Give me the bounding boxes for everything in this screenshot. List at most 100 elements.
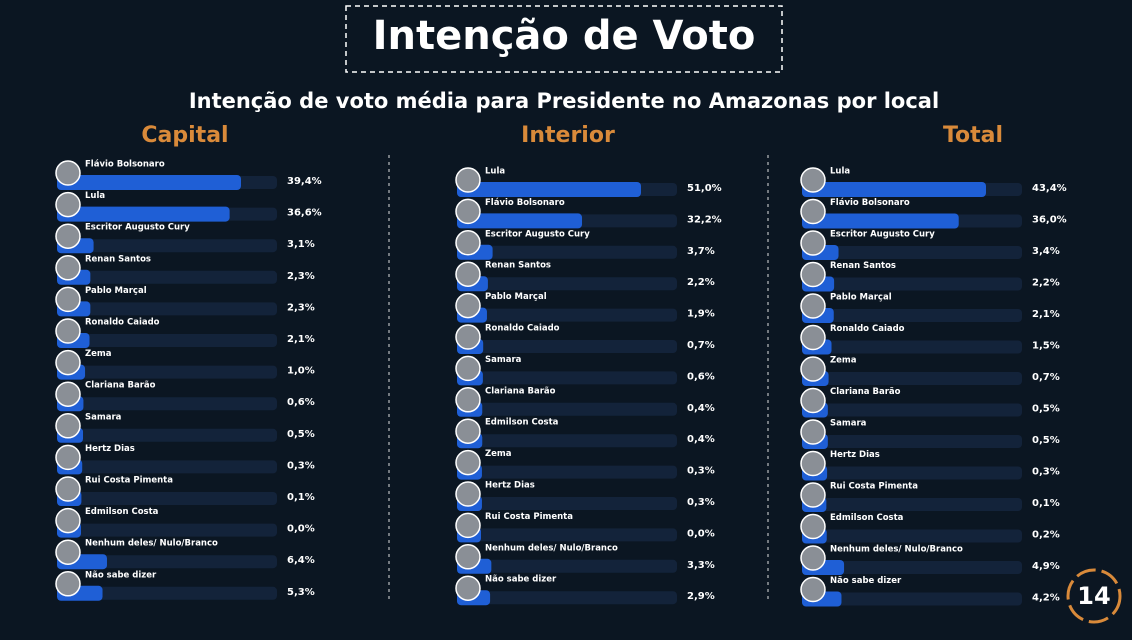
- bar-track: [57, 555, 277, 569]
- bar-track: [457, 308, 677, 322]
- avatar: [55, 160, 81, 186]
- bar-track: [57, 334, 277, 347]
- value-label: 2,1%: [287, 334, 315, 345]
- bar-track: [802, 561, 1022, 574]
- value-label: 3,3%: [687, 560, 715, 571]
- candidate-name: Samara: [85, 412, 122, 422]
- value-label: 39,4%: [287, 176, 322, 187]
- title-box: [345, 5, 783, 73]
- candidate-name: Rui Costa Pimenta: [485, 512, 573, 522]
- avatar: [55, 349, 81, 376]
- bar-track: [457, 528, 677, 542]
- candidate-name: Não sabe dizer: [830, 576, 902, 586]
- avatar: [455, 544, 481, 570]
- candidate-name: Zema: [85, 349, 112, 359]
- value-label: 5,3%: [287, 587, 315, 598]
- candidate-name: Clariana Barão: [830, 387, 901, 397]
- candidate-name: Escritor Augusto Cury: [830, 230, 935, 240]
- candidate-name: Clariana Barão: [485, 386, 556, 396]
- value-label: 1,0%: [287, 366, 315, 377]
- value-label: 3,1%: [287, 239, 315, 250]
- value-label: 51,0%: [687, 183, 722, 194]
- avatar: [455, 324, 481, 350]
- bar-track: [57, 492, 277, 505]
- avatar: [455, 167, 481, 193]
- bar: [57, 175, 241, 190]
- avatar: [55, 476, 81, 502]
- bar-track: [457, 277, 677, 291]
- value-label: 0,3%: [287, 460, 315, 471]
- value-label: 0,7%: [687, 340, 715, 351]
- candidate-name: Escritor Augusto Cury: [85, 223, 190, 233]
- value-label: 3,7%: [687, 246, 715, 257]
- panel-title: Interior: [521, 123, 615, 148]
- value-label: 32,2%: [687, 214, 722, 225]
- avatar: [800, 230, 826, 256]
- candidate-name: Renan Santos: [485, 261, 551, 271]
- value-label: 0,5%: [1032, 404, 1060, 415]
- bar-track: [457, 434, 677, 448]
- candidate-name: Hertz Dias: [85, 444, 135, 454]
- avatar: [455, 198, 481, 225]
- bar-track: [457, 591, 677, 605]
- bar-track: [802, 309, 1022, 322]
- value-label: 0,3%: [687, 466, 715, 477]
- bar-track: [57, 365, 277, 379]
- candidate-name: Pablo Marçal: [830, 293, 892, 303]
- candidate-name: Flávio Bolsonaro: [485, 198, 565, 208]
- bar-track: [802, 498, 1022, 511]
- value-label: 4,9%: [1032, 561, 1060, 572]
- value-label: 0,6%: [687, 371, 715, 382]
- candidate-name: Lula: [830, 167, 850, 177]
- candidate-name: Não sabe dizer: [485, 575, 557, 585]
- avatar: [455, 575, 481, 601]
- avatar: [55, 444, 81, 471]
- bar-track: [57, 239, 277, 253]
- candidate-name: Ronaldo Caiado: [830, 324, 905, 334]
- avatar: [455, 261, 481, 287]
- bar-track: [57, 586, 277, 600]
- avatar: [55, 571, 81, 597]
- candidate-name: Ronaldo Caiado: [485, 324, 560, 334]
- value-label: 2,2%: [1032, 278, 1060, 289]
- value-label: 2,2%: [687, 277, 715, 288]
- panel-title: Total: [943, 123, 1003, 148]
- bar-track: [57, 302, 277, 316]
- candidate-name: Escritor Augusto Cury: [485, 229, 590, 239]
- bar: [57, 206, 230, 222]
- avatar: [800, 387, 826, 414]
- avatar: [800, 293, 826, 319]
- bar-track: [457, 371, 677, 385]
- value-label: 0,7%: [1032, 372, 1060, 383]
- candidate-name: Hertz Dias: [485, 481, 535, 491]
- value-label: 0,1%: [287, 492, 315, 503]
- bar-track: [57, 397, 277, 411]
- value-label: 43,4%: [1032, 183, 1067, 194]
- bar-track: [57, 523, 277, 537]
- candidate-name: Hertz Dias: [830, 450, 880, 460]
- value-label: 2,3%: [287, 302, 315, 313]
- avatar: [455, 512, 481, 539]
- avatar: [800, 356, 826, 382]
- avatar: [455, 355, 481, 382]
- candidate-name: Edmilson Costa: [830, 513, 904, 523]
- candidate-name: Flávio Bolsonaro: [830, 198, 910, 208]
- bar-track: [57, 460, 277, 474]
- subtitle: Intenção de voto média para Presidente n…: [189, 89, 939, 113]
- avatar: [800, 324, 826, 351]
- candidate-name: Pablo Marçal: [85, 286, 147, 296]
- bar-track: [457, 559, 677, 573]
- bar-track: [802, 372, 1022, 385]
- bar-track: [457, 402, 677, 416]
- avatar: [800, 167, 826, 193]
- logo-ring: [1066, 568, 1122, 624]
- bar-track: [457, 340, 677, 353]
- avatar: [800, 482, 826, 508]
- avatar: [55, 191, 81, 218]
- value-label: 4,2%: [1032, 593, 1060, 604]
- bar: [457, 182, 641, 197]
- value-label: 2,3%: [287, 271, 315, 282]
- value-label: 0,4%: [687, 434, 715, 445]
- bar-track: [802, 246, 1022, 259]
